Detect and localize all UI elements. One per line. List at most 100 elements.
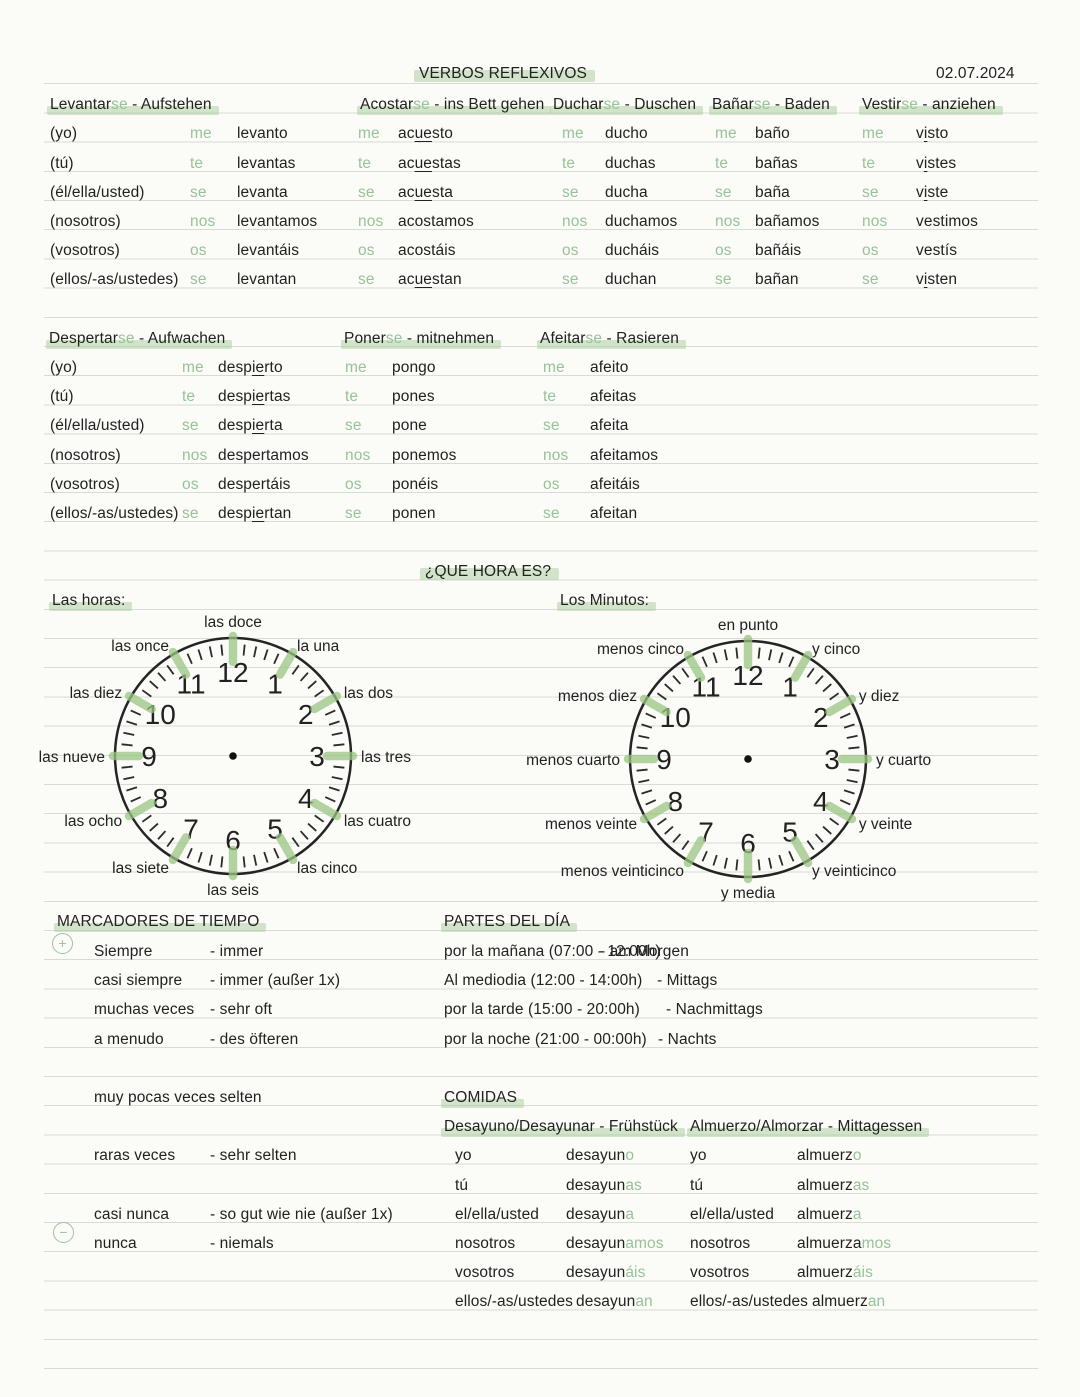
- hour-name-label: las seis: [207, 882, 259, 899]
- stem-change: ue: [414, 183, 433, 201]
- text-segment: - sehr oft: [210, 1001, 273, 1019]
- text-segment: - selten: [210, 1089, 262, 1106]
- day-part-es: Al mediodia (12:00 - 14:00h): [444, 972, 642, 989]
- verb-conjugation: baño: [755, 125, 790, 142]
- verb-ending: a: [852, 1205, 862, 1223]
- green-text: me: [358, 125, 380, 143]
- comidas-pronoun: yo: [690, 1147, 707, 1164]
- comidas-pronoun: ellos/-as/ustedes: [690, 1293, 808, 1310]
- text-segment: sten: [927, 271, 958, 289]
- text-segment: raras veces: [94, 1147, 176, 1165]
- text-segment: bañan: [755, 271, 799, 289]
- text-segment: baño: [755, 125, 790, 143]
- verb-ending: as: [625, 1176, 642, 1194]
- reflexive-suffix: se: [111, 96, 128, 114]
- text-segment: pongo: [392, 359, 436, 376]
- verb-stem: desayun: [566, 1147, 626, 1165]
- reflexive-pronoun: se: [543, 505, 560, 522]
- text-segment: bañas: [755, 154, 798, 172]
- stem-change: i: [923, 154, 928, 172]
- comidas-pronoun: el/ella/usted: [455, 1206, 539, 1223]
- verb-conjugation: afeitan: [590, 505, 637, 522]
- green-text: me: [182, 359, 204, 376]
- german-translation: - anziehen: [917, 96, 996, 114]
- verb-conjugation: afeito: [590, 359, 629, 376]
- minute-ticks: [121, 644, 345, 868]
- time-marker-de: - sehr oft: [210, 1001, 272, 1018]
- text-segment: (tú): [50, 154, 74, 172]
- verb-conjugation: bañamos: [755, 213, 819, 230]
- reflexive-pronoun: os: [715, 242, 732, 259]
- text-segment: acostáis: [398, 242, 456, 260]
- reflexive-pronoun: os: [358, 242, 375, 259]
- verb-stem: desayun: [566, 1264, 626, 1282]
- day-part-es: por la mañana (07:00 - 12:00h): [444, 943, 661, 960]
- stem-change: i: [923, 183, 928, 201]
- minute-name-label: menos diez: [558, 688, 637, 705]
- comidas-verb: almuerzamos: [797, 1235, 891, 1252]
- reflexive-pronoun: nos: [345, 447, 370, 464]
- comidas-pronoun: nosotros: [455, 1235, 515, 1252]
- reflexive-pronoun: te: [190, 155, 203, 172]
- hour-highlight-marks: [108, 631, 358, 881]
- text-segment: afeitáis: [590, 475, 640, 493]
- reflexive-pronoun: se: [358, 184, 375, 201]
- reflexive-pronoun: se: [543, 417, 560, 434]
- clock-numeral: 6: [740, 828, 756, 859]
- text-segment: ac: [398, 154, 415, 172]
- text-segment: desp: [218, 417, 253, 435]
- verb-stem: desayun: [566, 1176, 626, 1194]
- pronoun-label: (yo): [50, 125, 77, 142]
- reflexive-pronoun: os: [345, 476, 362, 493]
- time-marker-de: - niemals: [210, 1235, 274, 1252]
- comidas-verb: desayunan: [576, 1293, 653, 1310]
- green-text: os: [862, 242, 879, 260]
- verb-conjugation: ducho: [605, 125, 648, 142]
- verb-conjugation: despertamos: [218, 447, 309, 464]
- green-text: te: [543, 388, 557, 406]
- green-text: nos: [345, 446, 371, 464]
- clock-numeral: 4: [813, 786, 829, 817]
- text-segment: duchan: [605, 271, 657, 289]
- reflexive-pronoun: se: [190, 271, 207, 288]
- reflexive-pronoun: se: [562, 184, 579, 201]
- reflexive-pronoun: nos: [715, 213, 740, 230]
- verb-conjugation: pones: [392, 388, 435, 405]
- text-segment: por la mañana (07:00 - 12:00h): [444, 943, 661, 960]
- verb-table-header: Despertarse - Aufwachen: [45, 330, 233, 349]
- hour-name-label: las cuatro: [344, 813, 411, 830]
- comidas-verb: desayunas: [566, 1177, 642, 1194]
- green-text: me: [562, 125, 584, 143]
- text-segment: - Mittags: [657, 972, 718, 990]
- reflexive-pronoun: os: [190, 242, 207, 259]
- text-segment: muy pocas veces: [94, 1089, 216, 1106]
- time-marker-de: - immer (außer 1x): [210, 972, 340, 989]
- verb-ending: an: [635, 1293, 653, 1311]
- green-text: nos: [358, 213, 384, 230]
- pronoun-label: (él/ella/usted): [50, 184, 145, 201]
- reflexive-pronoun: te: [543, 388, 556, 405]
- reflexive-pronoun: se: [562, 271, 579, 288]
- hour-name-label: las siete: [112, 860, 169, 877]
- plus-icon: +: [52, 933, 73, 954]
- green-text: se: [190, 271, 207, 289]
- reflexive-pronoun: se: [182, 505, 199, 522]
- green-text: te: [862, 154, 876, 172]
- reflexive-pronoun: se: [345, 417, 362, 434]
- verb-stem: desayun: [566, 1235, 626, 1252]
- green-text: se: [345, 417, 362, 435]
- reflexive-suffix: se: [585, 329, 603, 347]
- text-segment: nosotros: [455, 1235, 516, 1252]
- text-segment: ac: [398, 125, 415, 143]
- text-segment: (vosotros): [50, 242, 120, 260]
- time-marker-de: - sehr selten: [210, 1147, 297, 1164]
- clock-numeral: 3: [824, 744, 840, 775]
- green-text: te: [182, 388, 196, 406]
- verb-ending: amos: [625, 1235, 664, 1252]
- text-segment: Almuerzo/Almorzar - Mittagessen: [690, 1118, 923, 1136]
- green-text: se: [182, 505, 199, 522]
- reflexive-pronoun: te: [715, 155, 728, 172]
- text-segment: - immer (außer 1x): [210, 972, 341, 990]
